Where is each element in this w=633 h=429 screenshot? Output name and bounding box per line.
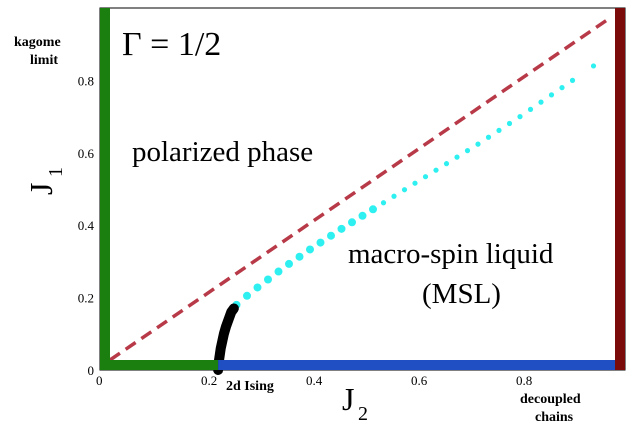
cyan-point [527, 106, 534, 112]
msl-label-line1: macro-spin liquid [348, 238, 554, 270]
gamma-label: Γ = 1/2 [122, 26, 221, 63]
chains-label-line1: decoupled [520, 392, 581, 407]
y-tick-label: 0.4 [78, 218, 95, 233]
cyan-point [274, 267, 283, 276]
y-tick-label: 0.2 [78, 291, 94, 306]
cyan-point [496, 127, 502, 133]
cyan-point [464, 148, 471, 154]
cyan-point [391, 193, 397, 199]
cyan-point [590, 63, 597, 69]
cyan-point [506, 120, 513, 127]
cyan-point [358, 211, 367, 220]
cyan-point [454, 154, 460, 160]
cyan-point [412, 180, 418, 186]
black-critical-curve [213, 303, 239, 375]
cyan-point [253, 283, 262, 292]
x-tick-label: 0.4 [306, 373, 323, 388]
kagome-label-line2: limit [30, 53, 58, 68]
y-tick-label: 0 [88, 363, 95, 378]
x-axis-label-subscript: 2 [358, 403, 368, 425]
cyan-point [433, 167, 439, 173]
cyan-point [485, 134, 492, 140]
cyan-point [548, 92, 555, 98]
x-axis-ticks: 0 0.2 0.4 0.6 0.8 [96, 373, 532, 388]
green-bottom-boundary [100, 360, 219, 370]
ising-label: 2d Ising [226, 379, 274, 394]
cyan-point [306, 245, 314, 254]
darkred-right-boundary [615, 8, 625, 370]
y-tick-label: 0.6 [78, 146, 95, 161]
cyan-point [285, 259, 293, 268]
green-left-boundary [100, 8, 110, 370]
cyan-point [295, 252, 304, 261]
cyan-point [401, 187, 408, 193]
cyan-point [369, 205, 377, 214]
msl-label-line2: (MSL) [422, 278, 501, 310]
x-tick-label: 0.2 [201, 373, 217, 388]
x-tick-label: 0 [96, 373, 103, 388]
cyan-point [559, 85, 565, 91]
x-tick-label: 0.6 [411, 373, 428, 388]
y-axis-label: J [23, 183, 59, 195]
kagome-label-line1: kagome [14, 35, 61, 50]
x-tick-label: 0.8 [516, 373, 532, 388]
dashed-diagonal-line [109, 18, 608, 362]
cyan-point [380, 200, 387, 206]
x-axis-label: J [342, 381, 354, 417]
cyan-point [517, 114, 523, 120]
polarized-phase-label: polarized phase [132, 136, 313, 168]
cyan-point [327, 231, 335, 240]
cyan-point [348, 218, 356, 227]
cyan-point [443, 161, 450, 167]
y-tick-label: 0.8 [78, 73, 94, 88]
cyan-point [569, 77, 576, 83]
cyan-point [475, 141, 481, 147]
cyan-point [538, 99, 544, 105]
cyan-point [422, 174, 429, 180]
cyan-point [337, 224, 346, 233]
chains-label-line2: chains [535, 410, 574, 425]
y-axis-label-subscript: 1 [45, 167, 67, 177]
cyan-point [264, 275, 272, 284]
blue-bottom-boundary [218, 360, 615, 370]
cyan-point [316, 238, 325, 247]
cyan-point [243, 291, 251, 300]
cyan-data-points [232, 63, 597, 309]
